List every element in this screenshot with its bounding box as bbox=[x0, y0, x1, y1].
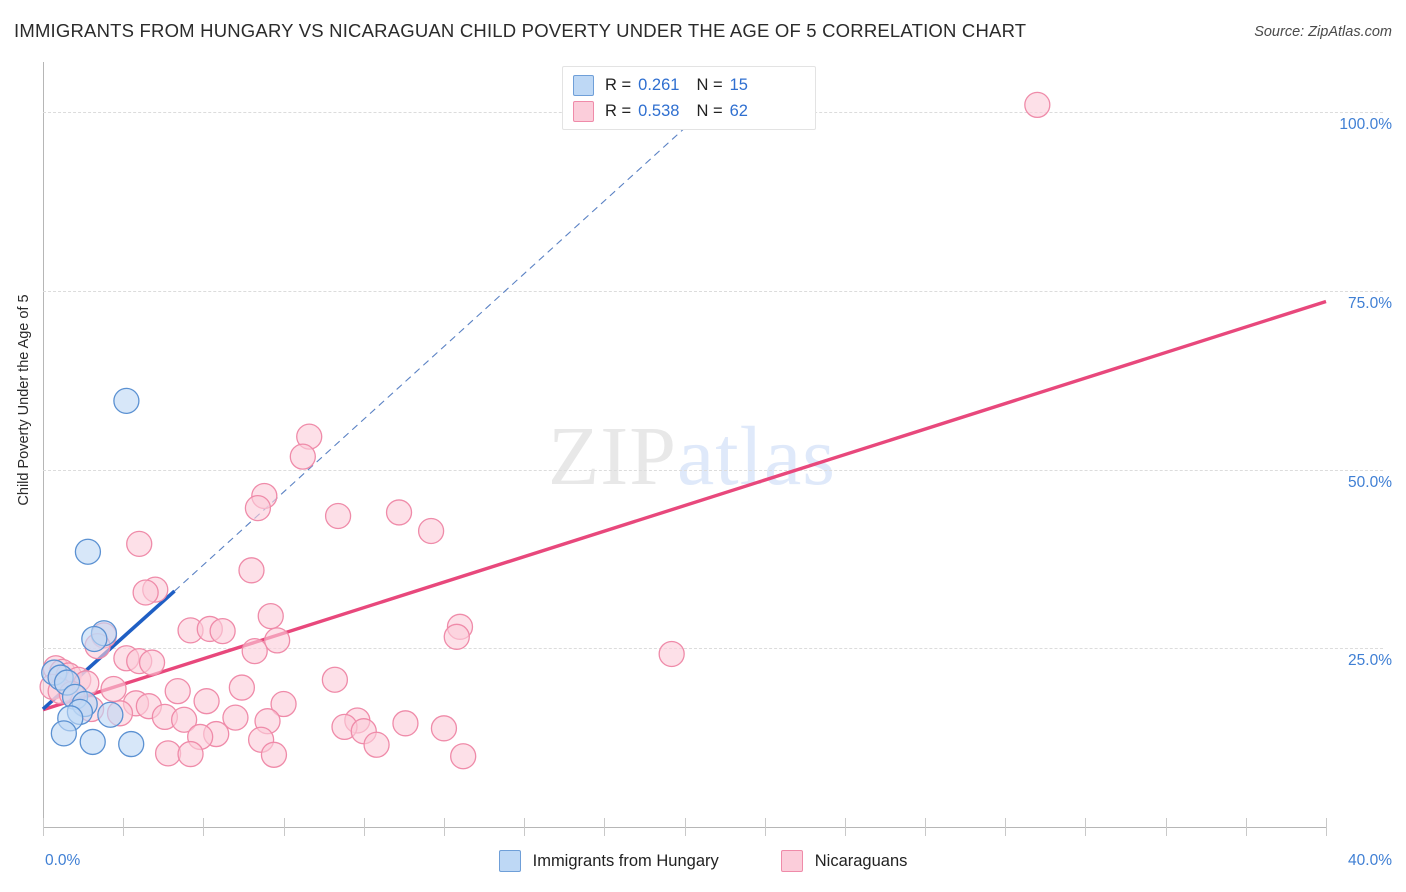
x-axis-tick bbox=[845, 818, 846, 836]
data-point[interactable] bbox=[170, 706, 198, 733]
data-point[interactable] bbox=[392, 710, 419, 737]
x-axis-tick bbox=[123, 818, 124, 836]
page-title: IMMIGRANTS FROM HUNGARY VS NICARAGUAN CH… bbox=[14, 20, 1027, 41]
trend-line-nicaraguans bbox=[42, 299, 1327, 712]
x-axis-tick bbox=[364, 818, 365, 836]
data-point[interactable] bbox=[270, 690, 297, 718]
gridline-50-0% bbox=[43, 469, 1383, 471]
data-point[interactable] bbox=[81, 625, 108, 653]
legend-swatch-immigrants-from-hungary bbox=[498, 850, 521, 872]
y-axis-label-100-0%: 100.0% bbox=[1339, 116, 1392, 134]
x-axis-min-label: 0.0% bbox=[45, 852, 81, 869]
y-axis-label-50-0%: 50.0% bbox=[1348, 473, 1392, 491]
data-point[interactable] bbox=[450, 743, 477, 770]
data-point[interactable] bbox=[177, 740, 204, 768]
x-axis-tick bbox=[1085, 818, 1086, 836]
stats-legend: R = 0.261 N = 15 R = 0.538 N = 62 bbox=[562, 66, 816, 130]
data-point[interactable] bbox=[164, 678, 191, 705]
data-point[interactable] bbox=[257, 602, 284, 630]
data-point[interactable] bbox=[241, 637, 268, 665]
data-point[interactable] bbox=[417, 517, 445, 545]
legend-swatch-nicaraguans bbox=[573, 100, 594, 122]
x-axis-tick bbox=[284, 818, 285, 836]
x-axis-tick bbox=[685, 818, 686, 836]
data-point[interactable] bbox=[363, 731, 390, 758]
n-label-hungary: N = bbox=[696, 75, 723, 94]
data-point[interactable] bbox=[74, 538, 102, 565]
data-point[interactable] bbox=[100, 675, 127, 703]
stats-legend-row-nicaraguans: R = 0.538 N = 62 bbox=[573, 98, 748, 124]
x-axis-tick bbox=[43, 818, 44, 836]
r-label-hungary: R = bbox=[605, 75, 632, 94]
data-point[interactable] bbox=[238, 557, 265, 584]
y-axis-line bbox=[43, 62, 44, 827]
data-point[interactable] bbox=[321, 666, 349, 693]
x-axis-tick bbox=[1246, 818, 1247, 836]
x-axis-tick bbox=[1166, 818, 1167, 836]
source-attribution: Source: ZipAtlas.com bbox=[1254, 24, 1392, 40]
y-axis-label-25-0%: 25.0% bbox=[1348, 652, 1392, 670]
data-point[interactable] bbox=[1024, 91, 1051, 119]
x-axis-tick bbox=[1326, 818, 1327, 836]
data-point[interactable] bbox=[260, 741, 288, 768]
x-axis-tick bbox=[604, 818, 605, 836]
x-axis-tick bbox=[1005, 818, 1006, 836]
data-point[interactable] bbox=[430, 715, 458, 742]
data-point[interactable] bbox=[209, 617, 236, 645]
data-point[interactable] bbox=[658, 640, 685, 668]
x-axis-max-label: 40.0% bbox=[1348, 852, 1392, 869]
data-point[interactable] bbox=[228, 674, 256, 701]
trend-lines bbox=[41, 104, 1327, 712]
series-legend: Immigrants from Hungary Nicaraguans bbox=[0, 850, 1406, 872]
legend-swatch-hungary bbox=[573, 74, 594, 96]
data-point[interactable] bbox=[222, 704, 249, 731]
data-point[interactable] bbox=[79, 728, 106, 756]
data-point[interactable] bbox=[244, 494, 272, 522]
nicaraguans-points bbox=[39, 91, 1051, 770]
gridline-75-0% bbox=[43, 290, 1383, 292]
data-point[interactable] bbox=[132, 579, 159, 606]
x-axis-tick bbox=[524, 818, 525, 836]
data-point[interactable] bbox=[289, 443, 316, 470]
y-axis-label-75-0%: 75.0% bbox=[1348, 294, 1392, 312]
r-value-nicaraguans: 0.538 bbox=[638, 101, 680, 120]
data-point[interactable] bbox=[50, 720, 77, 747]
data-point[interactable] bbox=[118, 730, 145, 758]
legend-item-immigrants-from-hungary[interactable]: Immigrants from Hungary bbox=[498, 850, 719, 872]
x-axis-line bbox=[43, 827, 1326, 828]
n-value-nicaraguans: 62 bbox=[729, 101, 748, 120]
r-label-nicaraguans: R = bbox=[605, 101, 632, 120]
x-axis-tick bbox=[925, 818, 926, 836]
r-value-hungary: 0.261 bbox=[638, 75, 680, 94]
data-point[interactable] bbox=[385, 499, 413, 526]
gridline-25-0% bbox=[43, 648, 1383, 650]
data-point[interactable] bbox=[113, 387, 140, 415]
n-label-nicaraguans: N = bbox=[696, 101, 723, 120]
x-axis-tick bbox=[765, 818, 766, 836]
data-point[interactable] bbox=[324, 502, 352, 530]
x-axis-tick bbox=[444, 818, 445, 836]
legend-item-nicaraguans[interactable]: Nicaraguans bbox=[780, 850, 908, 872]
x-axis-tick bbox=[203, 818, 204, 836]
data-point[interactable] bbox=[263, 627, 291, 654]
data-point[interactable] bbox=[126, 530, 153, 558]
data-point[interactable] bbox=[138, 649, 166, 676]
data-point[interactable] bbox=[193, 688, 220, 715]
n-value-hungary: 15 bbox=[729, 75, 748, 94]
legend-swatch-nicaraguans-bottom bbox=[780, 850, 803, 872]
data-point[interactable] bbox=[443, 623, 470, 650]
data-point[interactable] bbox=[154, 740, 182, 767]
data-point[interactable] bbox=[97, 701, 124, 728]
stats-legend-row-hungary: R = 0.261 N = 15 bbox=[573, 72, 748, 98]
immigrants-from-hungary-points bbox=[41, 387, 145, 758]
legend-label-nicaraguans: Nicaraguans bbox=[814, 851, 908, 870]
legend-label-immigrants-from-hungary: Immigrants from Hungary bbox=[532, 851, 719, 870]
